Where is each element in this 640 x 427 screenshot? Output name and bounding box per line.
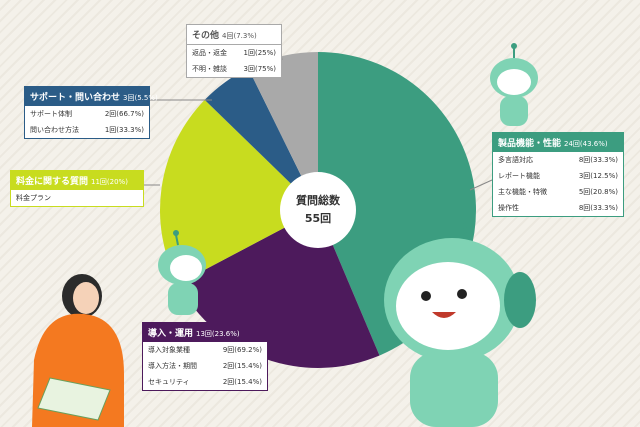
detail-label: セキュリティ [148, 378, 190, 386]
detail-label: 多言語対応 [498, 156, 533, 164]
value-label: 4回(7.3%) [222, 32, 257, 40]
detail-row: 導入方法・期間 2回(15.4%) [143, 358, 267, 374]
callout-line [469, 179, 493, 191]
pie-slice [248, 52, 318, 210]
decoration [32, 43, 538, 427]
detail-label: サポート体制 [30, 110, 72, 118]
detail-label: 操作性 [498, 204, 519, 212]
value-label: 3回(5.5%) [123, 94, 158, 102]
category-label: 料金に関する質問 [16, 177, 89, 187]
center-total: 55回 [305, 211, 331, 225]
detail-label: 料金プラン [16, 194, 51, 202]
category-label: 製品機能・性能 [498, 139, 562, 149]
detail-value: 1回(33.3%) [104, 126, 144, 134]
detail-value: 2回(66.7%) [104, 110, 144, 118]
detail-value: 3回(75%) [243, 65, 276, 73]
detail-value: 2回(15.4%) [222, 362, 262, 370]
detail-value: 8回(33.3%) [578, 204, 618, 212]
category-label: その他 [192, 31, 220, 41]
detail-value: 3回(12.5%) [578, 172, 618, 180]
detail-value: 1回(25%) [243, 49, 276, 57]
callout-box: 導入・運用 13回(23.6%) 導入対象業種 9回(69.2%) 導入方法・期間 2回(… [142, 322, 268, 391]
detail-label: 導入方法・期間 [148, 362, 197, 370]
detail-label: 主な機能・特徴 [498, 188, 547, 196]
callout-box: サポート・問い合わせ 3回(5.5%) サポート体制 2回(66.7%) 問い合わせ方法… [24, 86, 158, 139]
center-circle [280, 172, 356, 248]
center-title: 質問総数 [296, 193, 341, 207]
value-label: 11回(20%) [91, 178, 128, 186]
detail-row: セキュリティ 2回(15.4%) [143, 374, 267, 390]
detail-value: 9回(69.2%) [222, 346, 262, 354]
category-label: サポート・問い合わせ [30, 93, 121, 103]
detail-value: 2回(15.4%) [222, 378, 262, 386]
callout-box: その他 4回(7.3%) 返品・返金 1回(25%) 不明・雑談 3回(75%) [186, 24, 282, 78]
detail-value: 5回(20.8%) [578, 188, 618, 196]
detail-label: 返品・返金 [192, 49, 227, 57]
detail-row: 操作性 8回(33.3%) [493, 200, 623, 216]
detail-label: 導入対象業種 [148, 346, 190, 354]
callout-box: 製品機能・性能 24回(43.6%) 多言語対応 8回(33.3%) レポート機能 3回(… [492, 132, 624, 217]
category-label: 導入・運用 [148, 329, 194, 339]
detail-label: 不明・雑談 [192, 65, 227, 73]
callout-box: 料金に関する質問 11回(20%) 料金プラン [10, 170, 144, 207]
value-label: 24回(43.6%) [564, 140, 608, 148]
callout-header: サポート・問い合わせ 3回(5.5%) [25, 87, 158, 106]
detail-label: 問い合わせ方法 [30, 126, 79, 134]
detail-row: 不明・雑談 3回(75%) [187, 61, 281, 77]
detail-label: レポート機能 [498, 172, 540, 180]
detail-value: 8回(33.3%) [578, 156, 618, 164]
detail-row: 多言語対応 8回(33.3%) [493, 152, 623, 168]
detail-row: 導入対象業種 9回(69.2%) [143, 342, 267, 358]
detail-row: 主な機能・特徴 5回(20.8%) [493, 184, 623, 200]
callout-header: 料金に関する質問 11回(20%) [11, 171, 143, 190]
pie-slice [160, 99, 318, 284]
callout-header: その他 4回(7.3%) [187, 25, 281, 45]
detail-row: 問い合わせ方法 1回(33.3%) [25, 122, 149, 138]
detail-row: 料金プラン [11, 190, 143, 206]
detail-row: レポート機能 3回(12.5%) [493, 168, 623, 184]
callout-header: 製品機能・性能 24回(43.6%) [493, 133, 623, 152]
detail-row: 返品・返金 1回(25%) [187, 45, 281, 61]
callout-header: 導入・運用 13回(23.6%) [143, 323, 267, 342]
pie-slice [204, 68, 318, 210]
value-label: 13回(23.6%) [196, 330, 240, 338]
detail-row: サポート体制 2回(66.7%) [25, 106, 149, 122]
